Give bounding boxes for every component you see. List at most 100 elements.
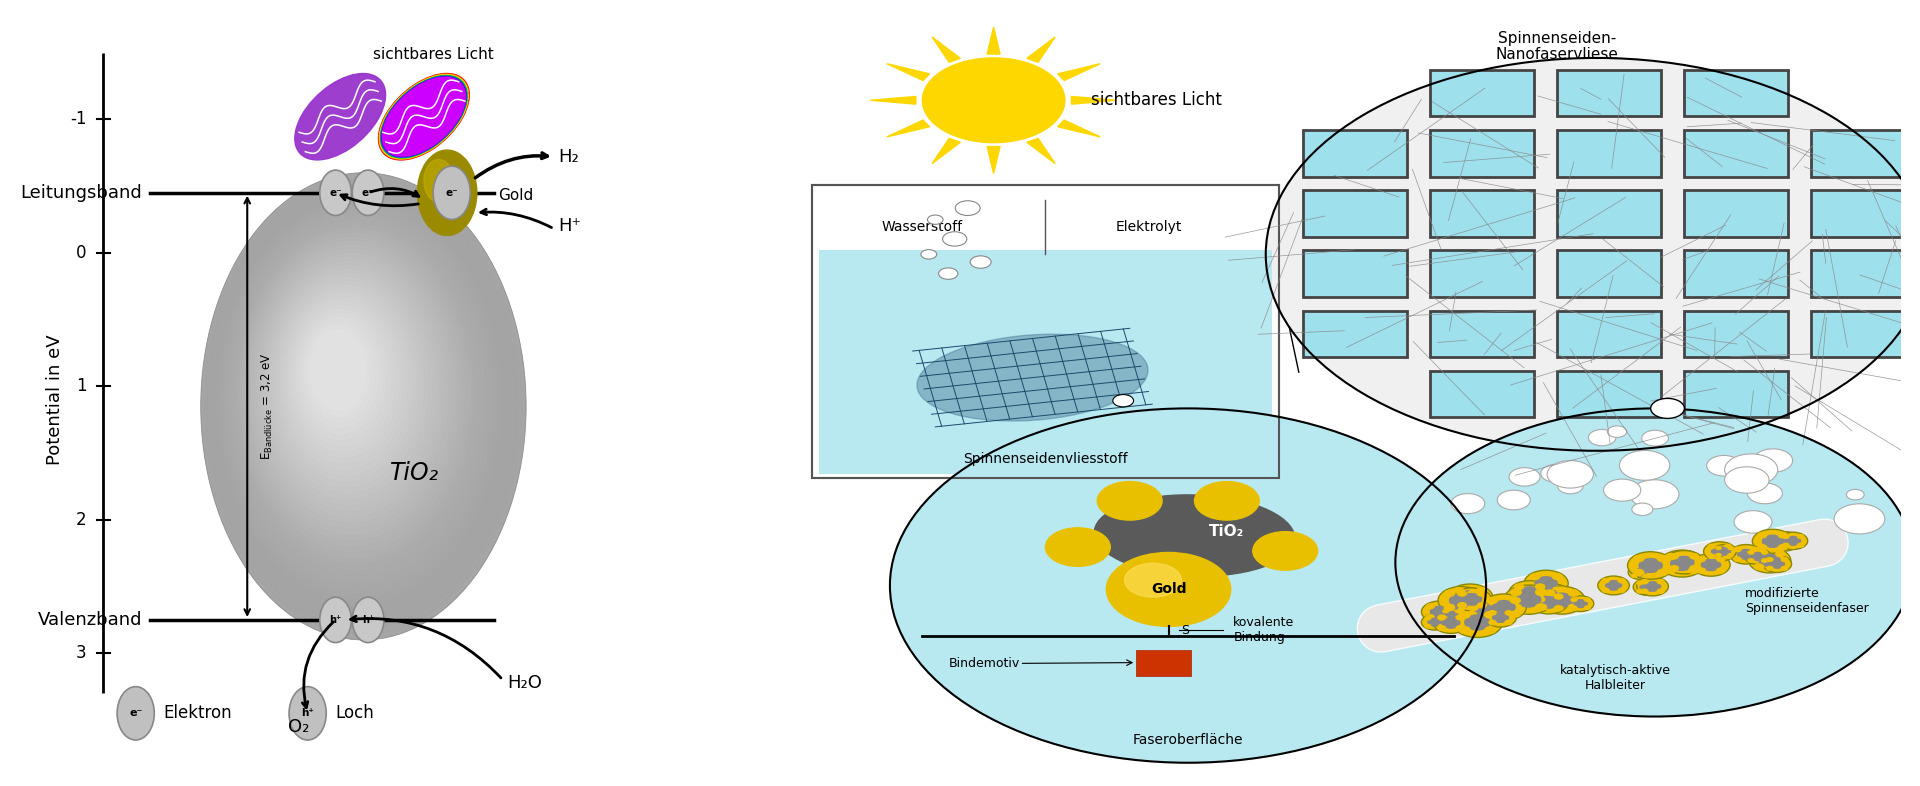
Bar [1137,649,1190,677]
Circle shape [265,266,432,505]
Circle shape [1724,467,1768,493]
Circle shape [1469,612,1476,615]
Circle shape [1782,557,1788,561]
Text: TiO₂: TiO₂ [1210,524,1244,539]
Circle shape [259,257,440,516]
Circle shape [1588,429,1617,446]
Circle shape [1438,615,1446,620]
Circle shape [1513,603,1523,608]
Circle shape [1763,555,1791,572]
Circle shape [252,245,453,534]
Circle shape [1638,581,1644,585]
Circle shape [1665,554,1676,560]
Circle shape [1619,578,1624,582]
Bar [1811,251,1914,296]
Circle shape [311,330,367,410]
Circle shape [1644,575,1649,578]
Circle shape [1463,597,1503,620]
Circle shape [1448,601,1461,609]
Circle shape [1584,598,1590,601]
Circle shape [1644,567,1649,570]
Ellipse shape [918,334,1148,421]
Text: -1: -1 [69,110,86,128]
Circle shape [1734,511,1772,533]
Ellipse shape [378,74,468,160]
Circle shape [1688,567,1699,574]
Circle shape [1782,567,1788,570]
Circle shape [1786,537,1801,545]
Ellipse shape [380,75,467,158]
Text: katalytisch-aktive
Halbleiter: katalytisch-aktive Halbleiter [1561,664,1670,692]
Circle shape [1444,604,1455,611]
Circle shape [1459,626,1471,634]
Circle shape [1469,621,1476,626]
Circle shape [1724,554,1732,558]
Circle shape [1772,534,1780,538]
Circle shape [1557,601,1567,607]
Circle shape [1789,544,1795,549]
Text: UV-Licht: UV-Licht [407,89,470,105]
Circle shape [1619,450,1670,480]
Circle shape [282,289,407,469]
Circle shape [1640,583,1653,591]
Polygon shape [987,27,1000,54]
Circle shape [1455,617,1461,620]
Circle shape [1446,608,1452,611]
Circle shape [1584,606,1590,609]
Circle shape [1567,596,1594,612]
Circle shape [1469,600,1476,605]
Circle shape [1476,588,1486,593]
Circle shape [351,170,384,215]
Circle shape [1634,556,1644,561]
Circle shape [1484,608,1517,627]
Circle shape [1453,588,1463,593]
Polygon shape [931,138,960,163]
Circle shape [1455,610,1461,613]
Circle shape [1446,612,1457,619]
Circle shape [1713,546,1728,556]
Circle shape [1697,556,1705,561]
Text: sichtbares Licht: sichtbares Licht [372,47,493,62]
Circle shape [1665,550,1703,574]
Text: TiO₂: TiO₂ [390,461,440,485]
Circle shape [1457,591,1467,596]
Text: Leitungsband: Leitungsband [21,184,142,202]
Circle shape [1638,590,1644,593]
Text: E$_\mathregular{Bandlücke}$ = 3,2 eV: E$_\mathregular{Bandlücke}$ = 3,2 eV [259,352,275,461]
Circle shape [1465,615,1490,630]
Circle shape [1540,465,1571,483]
Circle shape [1488,612,1498,617]
Circle shape [1670,553,1678,559]
Circle shape [1651,581,1657,585]
Circle shape [1834,504,1885,534]
Polygon shape [1071,97,1117,104]
Circle shape [275,277,419,487]
Ellipse shape [382,77,467,156]
Circle shape [1789,534,1797,538]
Circle shape [1716,546,1720,549]
Circle shape [1651,399,1684,418]
Circle shape [1778,532,1809,549]
Circle shape [1707,455,1741,476]
Circle shape [1507,588,1548,612]
Bar [1430,251,1534,296]
Circle shape [1538,590,1561,604]
Circle shape [1425,616,1430,620]
Circle shape [1455,626,1463,630]
Circle shape [1044,528,1110,566]
Circle shape [1488,612,1498,617]
Circle shape [1734,547,1741,552]
Circle shape [228,213,486,581]
Circle shape [1628,565,1651,579]
Circle shape [1544,590,1555,596]
Circle shape [1630,479,1678,509]
Circle shape [246,237,461,545]
Circle shape [1738,549,1755,559]
Ellipse shape [1094,495,1294,576]
Circle shape [1114,395,1133,407]
Circle shape [1657,579,1665,584]
Circle shape [1636,577,1668,596]
Circle shape [1755,564,1764,570]
Circle shape [1457,603,1467,608]
Circle shape [209,185,515,623]
